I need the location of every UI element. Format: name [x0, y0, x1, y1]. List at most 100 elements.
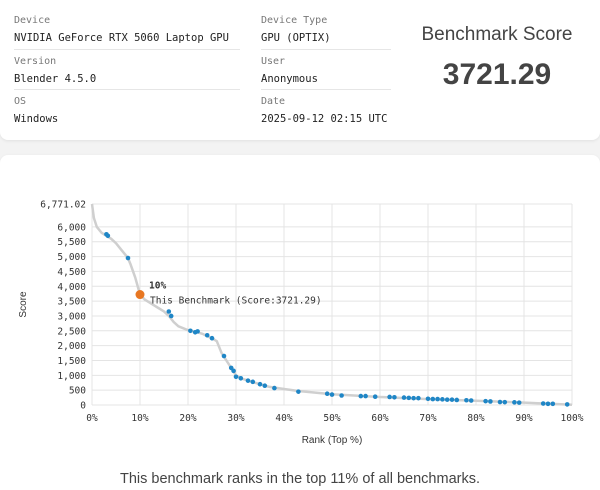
data-point	[262, 383, 268, 389]
data-point	[250, 379, 256, 385]
data-point	[166, 309, 172, 314]
highlight-score-label: This Benchmark (Score:3721.29)	[150, 296, 322, 307]
date-field: Date 2025-09-12 02:15 UTC	[261, 96, 387, 125]
date-value: 2025-09-12 02:15 UTC	[261, 113, 388, 125]
x-axis-ticks: 0% 10% 20% 30% 40% 50% 60% 70% 80% 90% 100%	[86, 413, 583, 424]
highlight-rank-label: 10%	[149, 281, 166, 292]
data-point	[516, 400, 522, 405]
divider	[14, 89, 240, 90]
x-tick-label: 100%	[561, 413, 584, 424]
data-point	[406, 395, 412, 401]
data-point	[209, 335, 215, 341]
data-point	[464, 397, 469, 403]
data-point	[363, 393, 368, 399]
data-point	[188, 328, 193, 334]
os-field: OS Windows	[14, 96, 58, 125]
os-label: OS	[14, 96, 27, 107]
device-type-field: Device Type GPU (OPTIX)	[261, 15, 331, 44]
x-tick-label: 70%	[419, 413, 436, 424]
data-point	[483, 398, 488, 404]
data-point	[564, 402, 570, 407]
user-value: Anonymous	[261, 73, 318, 85]
score-title: Benchmark Score	[421, 24, 573, 45]
data-point	[454, 397, 460, 403]
device-value: NVIDIA GeForce RTX 5060 Laptop GPU	[14, 32, 229, 44]
data-point	[550, 401, 556, 407]
data-point	[125, 255, 131, 261]
data-point	[168, 313, 174, 319]
x-tick-label: 60%	[371, 413, 388, 424]
device-field: Device NVIDIA GeForce RTX 5060 Laptop GP…	[14, 15, 229, 44]
data-point	[272, 385, 277, 391]
divider	[261, 49, 391, 50]
y-tick-label: 1,500	[57, 356, 86, 367]
device-type-value: GPU (OPTIX)	[261, 32, 331, 44]
data-point	[468, 398, 474, 403]
x-axis-title: Rank (Top %)	[302, 435, 363, 446]
data-point	[540, 401, 546, 406]
data-point	[512, 400, 517, 405]
data-points	[104, 232, 570, 407]
benchmark-info-card: Device NVIDIA GeForce RTX 5060 Laptop GP…	[0, 0, 600, 140]
chart-card	[0, 155, 600, 490]
data-point	[392, 394, 397, 400]
data-point	[221, 353, 227, 359]
y-tick-label: 6,771.02	[40, 200, 86, 211]
data-point	[440, 397, 445, 402]
x-tick-label: 50%	[323, 413, 340, 424]
device-type-label: Device Type	[261, 15, 328, 26]
this-benchmark-marker: 10% This Benchmark (Score:3721.29)	[135, 281, 322, 307]
x-tick-label: 20%	[179, 413, 196, 424]
y-tick-label: 2,000	[57, 341, 86, 352]
data-point	[231, 368, 236, 374]
y-tick-label: 6,000	[57, 222, 86, 233]
version-value: Blender 4.5.0	[14, 73, 97, 85]
data-point	[401, 395, 407, 400]
data-point	[435, 396, 440, 402]
data-point	[444, 397, 450, 402]
y-tick-label: 2,500	[57, 326, 86, 337]
data-point	[296, 389, 301, 394]
data-point	[497, 399, 503, 405]
data-point	[372, 394, 378, 399]
x-tick-label: 0%	[86, 413, 98, 424]
os-value: Windows	[14, 113, 59, 125]
y-tick-label: 5,000	[57, 252, 86, 263]
data-point	[488, 399, 493, 404]
data-point	[358, 393, 364, 399]
data-point	[416, 395, 421, 401]
device-label: Device	[14, 15, 51, 26]
user-label: User	[261, 56, 286, 67]
divider	[261, 89, 391, 90]
data-point	[339, 393, 344, 398]
divider	[14, 49, 240, 50]
date-label: Date	[261, 96, 286, 107]
y-tick-label: 4,500	[57, 267, 86, 278]
data-point	[430, 396, 436, 402]
y-tick-label: 5,500	[57, 237, 86, 248]
y-tick-label: 0	[80, 401, 86, 412]
data-point	[238, 375, 244, 381]
data-point	[324, 391, 330, 397]
data-point	[105, 233, 111, 239]
version-label: Version	[14, 56, 57, 67]
data-point	[502, 399, 508, 405]
data-point	[425, 396, 431, 402]
y-axis-title: Score	[18, 291, 29, 318]
y-tick-label: 1,000	[57, 371, 86, 382]
data-point	[449, 397, 455, 402]
rank-score-chart: 0 500 1,000 1,500 2,000 2,500 3,000 3,500 4,000 4…	[18, 200, 584, 447]
rank-summary: This benchmark ranks in the top 11% of a…	[120, 471, 480, 487]
this-benchmark-point	[135, 290, 145, 300]
user-field: User Anonymous	[261, 56, 318, 85]
y-tick-label: 3,000	[57, 311, 86, 322]
data-point	[387, 394, 392, 400]
data-point	[233, 374, 239, 380]
x-tick-label: 40%	[275, 413, 292, 424]
x-tick-label: 30%	[227, 413, 244, 424]
y-tick-label: 4,000	[57, 282, 86, 293]
x-tick-label: 90%	[515, 413, 532, 424]
x-tick-label: 80%	[467, 413, 484, 424]
score-value: 3721.29	[442, 58, 552, 91]
data-point	[257, 381, 263, 387]
